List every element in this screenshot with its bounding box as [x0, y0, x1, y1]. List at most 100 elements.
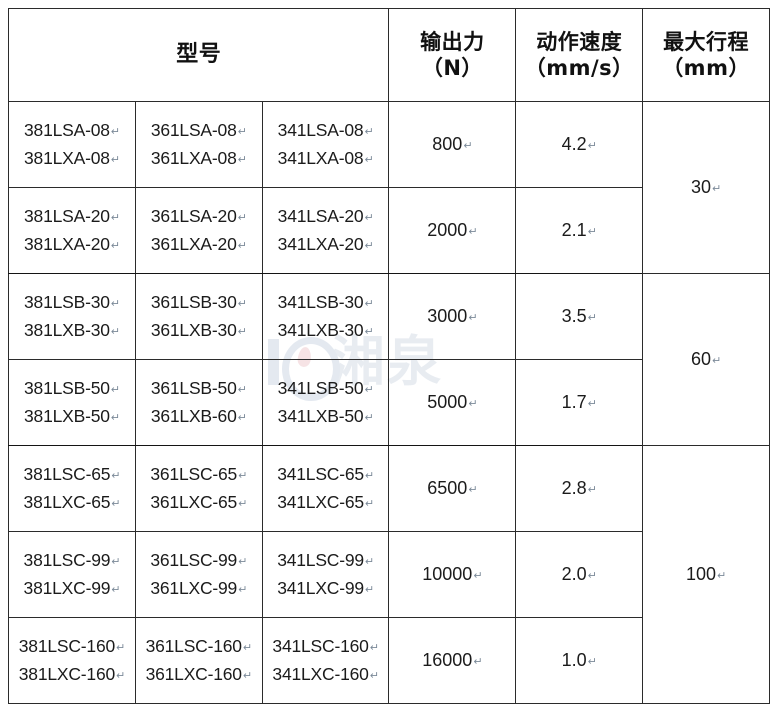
paragraph-mark-icon: ↵ [468, 483, 478, 496]
model-text: 361LXC-65↵ [150, 491, 248, 512]
cell-model-381: 381LSC-65↵ 381LXC-65↵ [8, 445, 136, 532]
model-text: 341LXA-20↵ [277, 233, 374, 254]
paragraph-mark-icon: ↵ [364, 238, 374, 252]
table-body: 381LSA-08↵ 381LXA-08↵ 361LSA-08↵ 361LXA-… [8, 101, 770, 704]
table-header: 型号 输出力 （N） 动作速度 （mm/s） 最大行程 （mm） [7, 8, 770, 102]
paragraph-mark-icon: ↵ [110, 297, 120, 311]
column-header-speed: 动作速度 （mm/s） [515, 8, 644, 102]
model-text: 361LXB-30↵ [150, 319, 247, 340]
model-text: 381LSB-50↵ [24, 378, 120, 399]
model-text: 381LSA-08↵ [24, 120, 120, 141]
cell-output-force: 6500↵ [388, 445, 517, 532]
cell-output-force: 10000↵ [388, 531, 517, 618]
model-text: 361LSC-99↵ [150, 550, 248, 571]
cell-model-341: 341LSB-30↵ 341LXB-30↵ [261, 273, 390, 360]
paragraph-mark-icon: ↵ [238, 582, 248, 596]
cell-output-force: 16000↵ [388, 617, 517, 704]
model-text: 341LSA-20↵ [277, 206, 374, 227]
paragraph-mark-icon: ↵ [716, 569, 727, 582]
cell-model-361: 361LSC-160↵ 361LXC-160↵ [134, 617, 263, 704]
paragraph-mark-icon: ↵ [237, 410, 247, 424]
paragraph-mark-icon: ↵ [587, 483, 597, 496]
model-text: 361LSC-160↵ [145, 636, 253, 657]
header-force-line1: 输出力 [420, 29, 485, 54]
model-text: 341LSA-08↵ [277, 120, 374, 141]
paragraph-mark-icon: ↵ [587, 225, 597, 238]
paragraph-mark-icon: ↵ [110, 125, 120, 139]
column-header-output-force: 输出力 （N） [388, 8, 517, 102]
paragraph-mark-icon: ↵ [473, 569, 483, 582]
model-text: 361LXB-60↵ [150, 405, 247, 426]
model-text: 381LSC-65↵ [23, 464, 121, 485]
model-text: 361LXA-08↵ [150, 147, 247, 168]
paragraph-mark-icon: ↵ [242, 668, 252, 682]
cell-model-341: 341LSB-50↵ 341LXB-50↵ [261, 359, 390, 446]
model-text: 381LXC-160↵ [18, 663, 126, 684]
cell-speed: 1.0↵ [515, 617, 644, 704]
cell-output-force: 800↵ [388, 101, 517, 188]
cell-speed: 2.0↵ [515, 531, 644, 618]
cell-speed: 2.1↵ [515, 187, 644, 274]
paragraph-mark-icon: ↵ [587, 311, 597, 324]
model-text: 381LSA-20↵ [24, 206, 120, 227]
paragraph-mark-icon: ↵ [238, 555, 248, 569]
paragraph-mark-icon: ↵ [110, 211, 120, 225]
paragraph-mark-icon: ↵ [364, 152, 374, 166]
model-text: 381LXB-50↵ [24, 405, 120, 426]
cell-max-stroke: 100↵ [642, 445, 770, 704]
paragraph-mark-icon: ↵ [116, 668, 126, 682]
specification-table: 型号 输出力 （N） 动作速度 （mm/s） 最大行程 （mm） [7, 8, 770, 704]
cell-model-341: 341LSA-08↵ 341LXA-08↵ [261, 101, 390, 188]
paragraph-mark-icon: ↵ [468, 225, 478, 238]
cell-max-stroke: 60↵ [642, 273, 770, 446]
column-header-max-stroke: 最大行程 （mm） [642, 8, 770, 102]
paragraph-mark-icon: ↵ [468, 397, 478, 410]
model-text: 381LXC-99↵ [23, 577, 121, 598]
model-text: 341LSC-99↵ [277, 550, 374, 571]
paragraph-mark-icon: ↵ [242, 641, 252, 655]
paragraph-mark-icon: ↵ [237, 125, 247, 139]
model-text: 361LSC-65↵ [150, 464, 248, 485]
paragraph-mark-icon: ↵ [369, 641, 379, 655]
paragraph-mark-icon: ↵ [116, 641, 126, 655]
paragraph-mark-icon: ↵ [364, 324, 374, 338]
model-text: 341LSC-65↵ [277, 464, 374, 485]
paragraph-mark-icon: ↵ [364, 211, 374, 225]
cell-output-force: 2000↵ [388, 187, 517, 274]
header-row: 型号 输出力 （N） 动作速度 （mm/s） 最大行程 （mm） [7, 8, 770, 102]
cell-model-381: 381LSC-99↵ 381LXC-99↵ [8, 531, 136, 618]
model-text: 381LXA-08↵ [24, 147, 120, 168]
paragraph-mark-icon: ↵ [587, 397, 597, 410]
model-text: 381LSB-30↵ [24, 292, 120, 313]
model-text: 361LSB-30↵ [150, 292, 247, 313]
cell-model-381: 381LSB-30↵ 381LXB-30↵ [8, 273, 136, 360]
paragraph-mark-icon: ↵ [238, 496, 248, 510]
cell-model-361: 361LSC-65↵ 361LXC-65↵ [134, 445, 263, 532]
model-text: 341LXB-50↵ [277, 405, 374, 426]
model-text: 381LXC-65↵ [23, 491, 121, 512]
paragraph-mark-icon: ↵ [587, 139, 597, 152]
paragraph-mark-icon: ↵ [237, 238, 247, 252]
cell-model-361: 361LSA-08↵ 361LXA-08↵ [134, 101, 263, 188]
cell-output-force: 3000↵ [388, 273, 517, 360]
paragraph-mark-icon: ↵ [111, 496, 121, 510]
model-text: 341LXC-99↵ [277, 577, 374, 598]
model-text: 341LSC-160↵ [272, 636, 379, 657]
model-text: 381LXB-30↵ [24, 319, 120, 340]
cell-model-341: 341LSC-160↵ 341LXC-160↵ [261, 617, 390, 704]
cell-speed: 1.7↵ [515, 359, 644, 446]
paragraph-mark-icon: ↵ [711, 354, 722, 367]
table-row: 381LSC-160↵ 381LXC-160↵ 361LSC-160↵ 361L… [8, 617, 770, 704]
header-stroke-line2: （mm） [662, 56, 750, 80]
cell-output-force: 5000↵ [388, 359, 517, 446]
model-text: 361LXA-20↵ [150, 233, 247, 254]
cell-model-361: 361LSB-50↵ 361LXB-60↵ [134, 359, 263, 446]
cell-model-361: 361LSC-99↵ 361LXC-99↵ [134, 531, 263, 618]
paragraph-mark-icon: ↵ [110, 324, 120, 338]
paragraph-mark-icon: ↵ [473, 655, 483, 668]
header-speed-line2: （mm/s） [524, 56, 634, 80]
paragraph-mark-icon: ↵ [468, 311, 478, 324]
table-row: 381LSA-20↵ 381LXA-20↵ 361LSA-20↵ 361LXA-… [8, 187, 770, 274]
paragraph-mark-icon: ↵ [110, 410, 120, 424]
